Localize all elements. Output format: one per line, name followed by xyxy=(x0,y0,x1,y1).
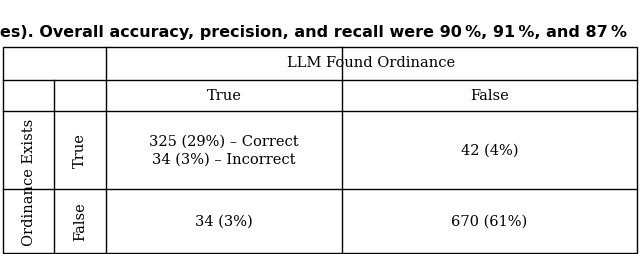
Text: 34 (3%): 34 (3%) xyxy=(195,214,253,228)
Text: False: False xyxy=(73,202,87,241)
Text: True: True xyxy=(73,133,87,168)
Text: 325 (29%) – Correct
34 (3%) – Incorrect: 325 (29%) – Correct 34 (3%) – Incorrect xyxy=(149,134,299,167)
Text: Ordinance Exists: Ordinance Exists xyxy=(22,119,36,246)
Text: 670 (61%): 670 (61%) xyxy=(451,214,528,228)
Text: es). Overall accuracy, precision, and recall were 90 %, 91 %, and 87 %: es). Overall accuracy, precision, and re… xyxy=(0,24,627,40)
Text: 42 (4%): 42 (4%) xyxy=(461,143,518,157)
Text: False: False xyxy=(470,89,509,103)
Text: True: True xyxy=(207,89,241,103)
Text: LLM Found Ordinance: LLM Found Ordinance xyxy=(287,56,455,70)
